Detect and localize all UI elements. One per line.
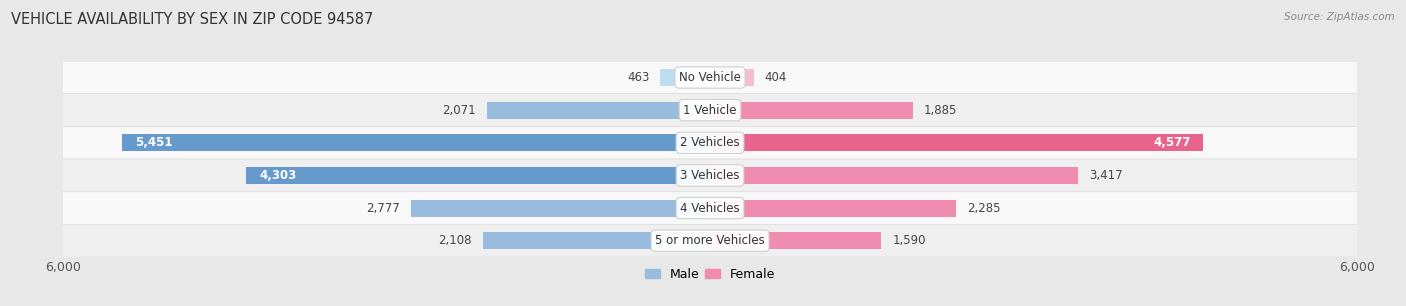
Bar: [482, 232, 710, 249]
Text: 3 Vehicles: 3 Vehicles: [681, 169, 740, 182]
Text: 463: 463: [627, 71, 650, 84]
Text: 2,285: 2,285: [967, 202, 1001, 215]
Bar: [710, 134, 1204, 151]
Text: VEHICLE AVAILABILITY BY SEX IN ZIP CODE 94587: VEHICLE AVAILABILITY BY SEX IN ZIP CODE …: [11, 12, 374, 27]
Legend: Male, Female: Male, Female: [640, 263, 780, 286]
Text: 5 or more Vehicles: 5 or more Vehicles: [655, 234, 765, 247]
Bar: [710, 102, 914, 119]
Text: 2,108: 2,108: [439, 234, 472, 247]
Text: Source: ZipAtlas.com: Source: ZipAtlas.com: [1284, 12, 1395, 22]
Text: 2,071: 2,071: [443, 104, 477, 117]
Bar: [411, 200, 710, 217]
Bar: [710, 232, 882, 249]
FancyBboxPatch shape: [0, 224, 1406, 257]
Bar: [710, 69, 754, 86]
Bar: [710, 200, 956, 217]
Text: 2,777: 2,777: [366, 202, 399, 215]
FancyBboxPatch shape: [0, 94, 1406, 126]
FancyBboxPatch shape: [0, 192, 1406, 224]
Bar: [486, 102, 710, 119]
FancyBboxPatch shape: [0, 126, 1406, 159]
Text: 1,590: 1,590: [893, 234, 925, 247]
Text: 4,303: 4,303: [259, 169, 297, 182]
Text: 4,577: 4,577: [1153, 136, 1191, 149]
Text: 404: 404: [765, 71, 787, 84]
FancyBboxPatch shape: [0, 61, 1406, 94]
Text: 3,417: 3,417: [1090, 169, 1123, 182]
Bar: [710, 167, 1078, 184]
Text: 2 Vehicles: 2 Vehicles: [681, 136, 740, 149]
Text: 1 Vehicle: 1 Vehicle: [683, 104, 737, 117]
Text: 5,451: 5,451: [135, 136, 173, 149]
Bar: [661, 69, 710, 86]
FancyBboxPatch shape: [0, 159, 1406, 192]
Text: 4 Vehicles: 4 Vehicles: [681, 202, 740, 215]
Text: No Vehicle: No Vehicle: [679, 71, 741, 84]
Bar: [246, 167, 710, 184]
Text: 1,885: 1,885: [924, 104, 957, 117]
Bar: [122, 134, 710, 151]
